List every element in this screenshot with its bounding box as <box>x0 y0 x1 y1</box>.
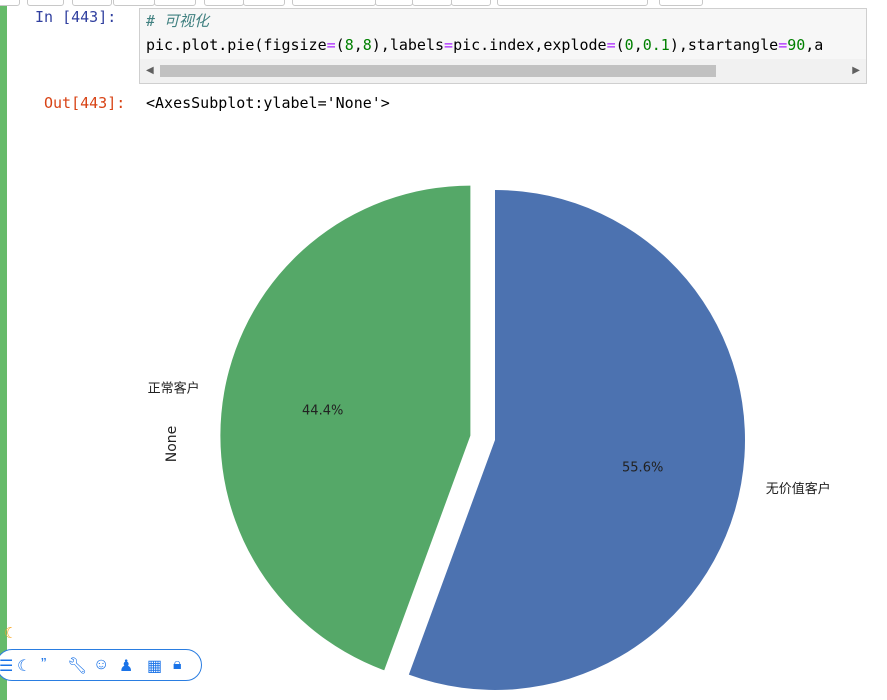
notebook-toolbar <box>0 0 887 8</box>
code-token: ( <box>615 36 625 54</box>
toolbar-button[interactable] <box>243 0 285 6</box>
toolbar-button[interactable] <box>659 0 703 6</box>
toolbar-button[interactable] <box>154 0 196 6</box>
output-text: <AxesSubplot:ylabel='None'> <box>146 94 390 112</box>
toolbar-button[interactable] <box>451 0 491 6</box>
pie-pct-label: 44.4% <box>302 403 343 418</box>
cell-type-select[interactable] <box>497 0 648 6</box>
toolbar-button[interactable] <box>27 0 64 6</box>
pie-slice <box>408 190 745 690</box>
code-token: pic.plot.pie(figsize <box>146 36 327 54</box>
output-prompt: Out[443]: <box>44 94 126 112</box>
code-token: 0.1 <box>642 36 670 54</box>
moon-icon[interactable]: ☾ <box>17 658 32 675</box>
code-token: ),labels <box>371 36 445 54</box>
shirt-icon[interactable]: ♟ <box>119 658 134 675</box>
code-token: 8 <box>344 36 354 54</box>
code-token: 8 <box>362 36 372 54</box>
floating-toolbar: ☰ ☾ ” 🔧︎ ☺ ♟ ▦ 🔒︎ <box>0 649 202 681</box>
scrollbar-thumb[interactable] <box>160 65 716 77</box>
code-token: ),startangle <box>669 36 779 54</box>
lock-icon[interactable]: 🔒︎ <box>173 656 182 673</box>
code-token: = <box>444 36 454 54</box>
code-token: 0 <box>624 36 634 54</box>
pie-category-label: 无价值客户 <box>766 481 831 497</box>
smiley-icon[interactable]: ☺ <box>93 656 110 673</box>
code-line-2: pic.plot.pie(figsize=(8,8),labels=pic.in… <box>146 36 823 54</box>
code-token: 90 <box>787 36 806 54</box>
code-token: = <box>778 36 788 54</box>
toolbar-button[interactable] <box>72 0 112 6</box>
toolbar-button[interactable] <box>0 0 20 6</box>
code-token: ( <box>335 36 345 54</box>
chinese-char-icon[interactable]: ☰ <box>0 658 14 675</box>
quote-icon[interactable]: ” <box>41 656 47 673</box>
code-token: = <box>606 36 616 54</box>
wrench-icon[interactable]: 🔧︎ <box>67 658 88 675</box>
y-axis-label: None <box>164 426 180 463</box>
code-token: , <box>353 36 363 54</box>
pie-slice <box>220 185 471 671</box>
code-comment: # 可视化 <box>146 12 210 30</box>
code-editor[interactable]: # 可视化 pic.plot.pie(figsize=(8,8),labels=… <box>139 8 867 84</box>
grid-icon[interactable]: ▦ <box>147 658 163 675</box>
cell-selection-bar <box>0 0 7 700</box>
pie-category-label: 正常客户 <box>148 380 200 396</box>
pie-pct-label: 55.6% <box>622 460 663 475</box>
code-token: , <box>633 36 643 54</box>
code-token: = <box>326 36 336 54</box>
code-token: ,a <box>805 36 824 54</box>
input-prompt: In [443]: <box>35 8 117 26</box>
code-line-1: # 可视化 <box>146 10 209 31</box>
scroll-right-arrow-icon[interactable]: ▶ <box>852 65 860 76</box>
horizontal-scrollbar[interactable]: ◀ ▶ <box>140 59 866 83</box>
code-token: pic.index,explode <box>453 36 607 54</box>
scroll-left-arrow-icon[interactable]: ◀ <box>146 65 154 76</box>
moon-icon[interactable]: ☾ <box>4 625 18 642</box>
